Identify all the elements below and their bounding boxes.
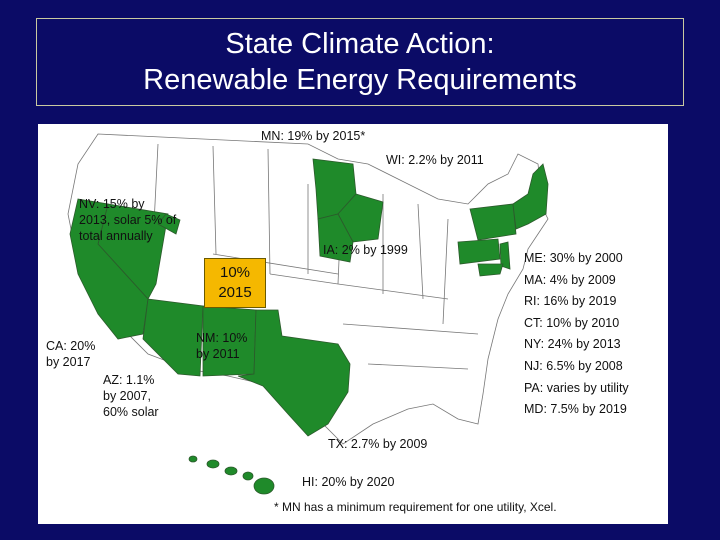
slide-title-line2: Renewable Energy Requirements	[143, 64, 577, 96]
legend-item: NJ: 6.5% by 2008	[524, 358, 623, 373]
state-nj	[499, 241, 511, 270]
state-new-england	[512, 163, 549, 230]
state-hi	[188, 455, 275, 495]
footnote: * MN has a minimum requirement for one u…	[274, 500, 557, 514]
label-az: AZ: 1.1% by 2007, 60% solar	[103, 373, 159, 419]
state-wi	[337, 193, 384, 243]
us-map-panel: MN: 19% by 2015* WI: 2.2% by 2011 NV: 15…	[38, 124, 668, 524]
legend-item: MA: 4% by 2009	[524, 272, 616, 287]
label-ca: CA: 20% by 2017	[46, 339, 96, 369]
legend-item: CT: 10% by 2010	[524, 315, 620, 330]
state-ak	[157, 213, 181, 235]
legend-item: NY: 24% by 2013	[524, 337, 621, 352]
legend-item: MD: 7.5% by 2019	[524, 402, 627, 417]
label-nm: NM: 10% by 2011	[196, 331, 248, 361]
legend-item: ME: 30% by 2000	[524, 251, 623, 265]
legend-item: RI: 16% by 2019	[524, 294, 617, 309]
state-ny	[469, 203, 517, 241]
label-ia: IA: 2% by 1999	[323, 243, 408, 257]
state-ca	[69, 198, 149, 340]
state-ia	[317, 213, 354, 263]
state-az	[142, 298, 204, 377]
label-tx: TX: 2.7% by 2009	[328, 437, 428, 451]
colorado-callout: 10% 2015	[204, 258, 266, 308]
legend-item: PA: varies by utility	[524, 380, 629, 395]
slide-title-box: State Climate Action: Renewable Energy R…	[36, 18, 684, 106]
label-nv: NV: 15% by 2013, solar 5% of total annua…	[79, 197, 177, 243]
label-mn: MN: 19% by 2015*	[261, 129, 366, 143]
state-tx	[237, 309, 351, 437]
label-hi: HI: 20% by 2020	[302, 475, 395, 489]
state-md	[477, 263, 504, 277]
slide-title-line1: State Climate Action:	[225, 28, 495, 60]
label-wi: WI: 2.2% by 2011	[386, 153, 484, 167]
northeast-legend: ME: 30% by 2000 MA: 4% by 2009 RI: 16% b…	[524, 248, 629, 421]
state-pa	[457, 238, 501, 265]
us-map	[67, 133, 549, 495]
